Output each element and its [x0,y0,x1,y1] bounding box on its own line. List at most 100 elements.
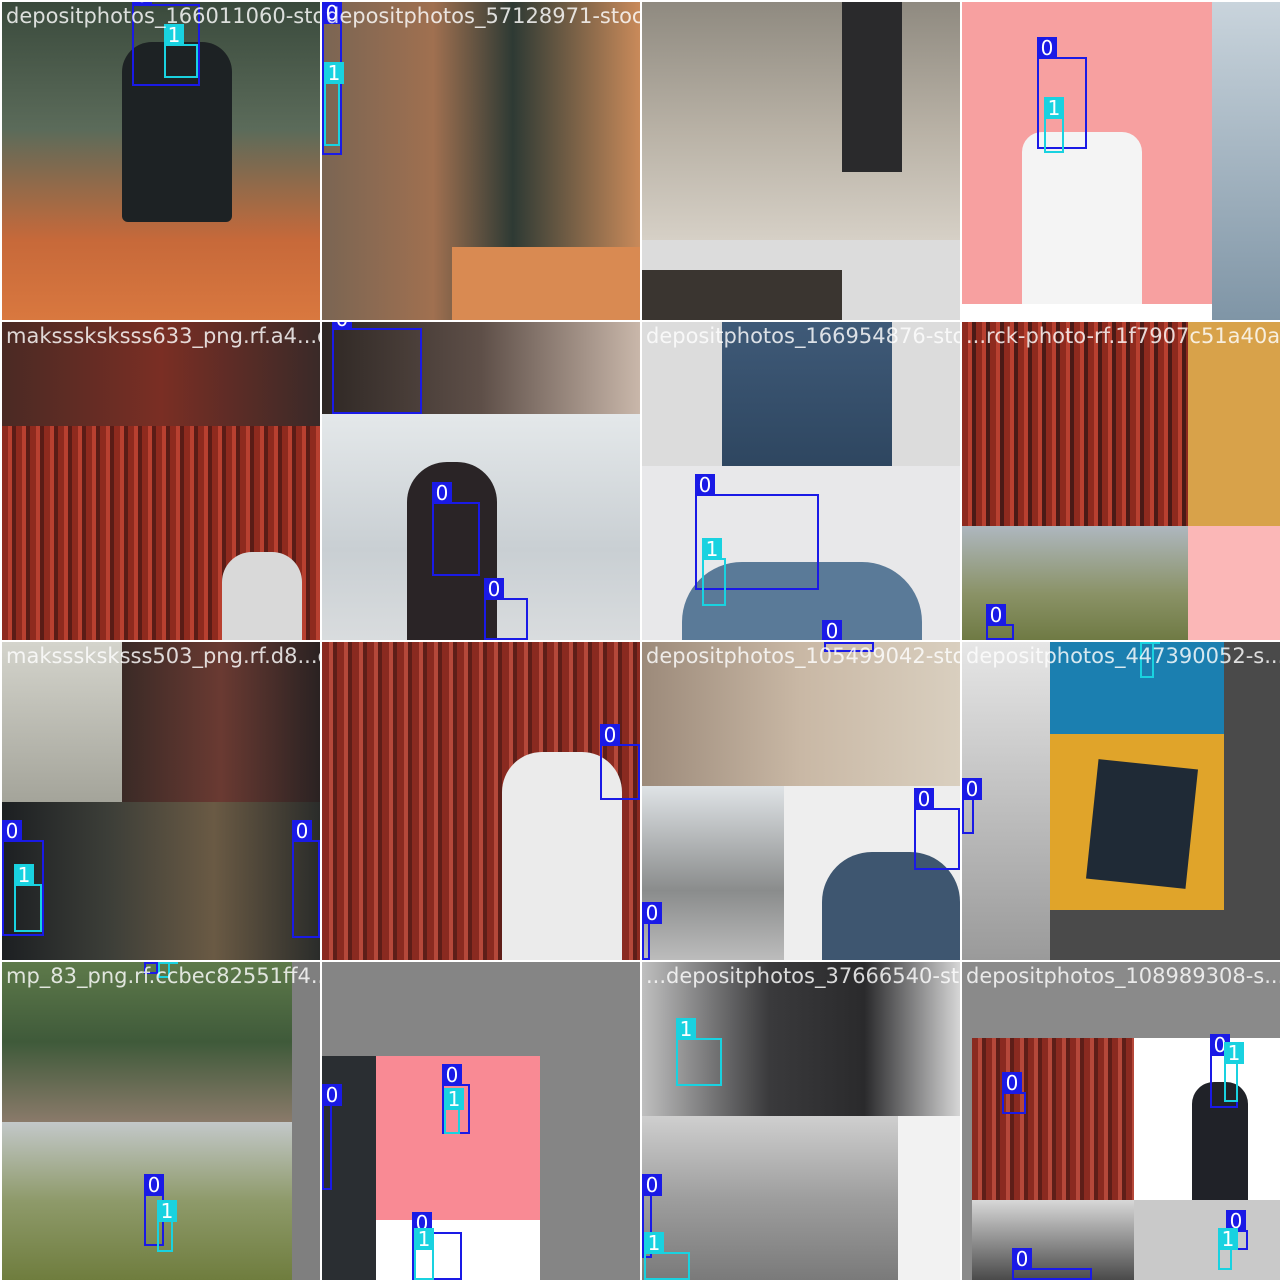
photo-panel [972,1200,1134,1280]
tile-filename-label: depositphotos_105499042-stock-photo-hand… [646,644,960,668]
bounding-box-class-1: 1 [702,538,726,606]
class-tag: 0 [442,1064,462,1086]
photo-panel [407,462,497,640]
class-tag: 1 [702,538,722,560]
photo-panel [2,1122,292,1280]
bounding-box-class-1: 1 [1218,1228,1238,1270]
photo-panel [842,2,902,172]
mosaic-tile: 1 0 1 ...depositphotos_37666540-stock-ph… [642,962,960,1280]
mosaic-tile [642,2,960,320]
bounding-box-class-0: 0 [600,724,640,800]
bounding-box-class-0: 0 [2,820,44,936]
class-tag: 0 [144,1174,164,1196]
bounding-box-class-0: 0 [1002,1072,1026,1114]
class-tag: 0 [292,820,312,842]
class-tag: 0 [432,482,452,504]
bounding-box-class-0: 0 [962,778,982,834]
class-tag: 1 [1224,1042,1244,1064]
mosaic-tile: 0 0 1 0 1 [322,962,640,1280]
photo-panel [122,42,232,222]
class-tag: 0 [322,2,342,24]
photo-panel [722,322,892,466]
bounding-box-class-1: 1 [164,24,198,78]
class-tag: 0 [332,322,352,330]
photo-panel [2,322,320,426]
class-tag: 0 [822,620,842,640]
class-tag: 0 [962,778,982,800]
mosaic-tile: 0 ...rck-photo-rf.1f7907c51a40a [962,322,1280,640]
class-tag: 0 [824,642,844,644]
photo-panel [642,642,960,786]
bounding-box-class-1: 1 [14,864,42,932]
bounding-box-class-0: 0 [484,578,528,640]
photo-panel [1188,322,1280,526]
photo-panel [1086,759,1198,889]
bounding-box-class-1: 1 [1140,642,1160,678]
bounding-box-class-0: 0 [986,604,1014,640]
photo-panel [1192,1082,1248,1200]
bounding-box-class-1: 1 [676,1018,722,1086]
class-tag: 0 [1037,37,1057,59]
class-tag: 0 [1012,1248,1032,1270]
class-tag: 1 [414,1228,434,1250]
class-tag: 0 [322,1084,342,1106]
photo-panel [2,962,292,1122]
class-tag: 0 [642,902,662,924]
mosaic-tile: 0 1 depositphotos_447390052-s... [962,642,1280,960]
bounding-box-class-0: 0 [432,482,480,576]
class-tag: 0 [986,604,1006,626]
bounding-box-class-0: 0 [695,474,819,590]
bounding-box-class-1: 1 [324,62,344,146]
bounding-box-class-0: 0 [132,2,200,86]
class-tag: 0 [1002,1072,1022,1094]
mosaic-tile: 0 [322,642,640,960]
bounding-box-class-0: 0 [824,642,874,652]
bounding-box-class-0: 0 [914,788,960,870]
tile-filename-label: depositphotos_57128971-stock-photo-man [326,4,640,28]
bounding-box-class-0: 0 [144,962,164,974]
photo-panel [222,552,302,640]
bounding-box-class-1: 1 [1224,1042,1244,1102]
photo-panel [822,852,960,960]
bounding-box-class-1: 1 [1044,97,1064,153]
mosaic-tile: 0 1 0 depositphotos_166954876-stock-phot… [642,322,960,640]
photo-panel [1050,642,1224,734]
mosaic-tile: 0 1 depositphotos_166011060-stock-photo-… [2,2,320,320]
class-tag: 1 [1140,642,1160,644]
bounding-box-class-0: 0 [1012,1248,1092,1280]
bounding-box-class-0: 0 [642,902,662,960]
bounding-box-class-1: 1 [157,1200,177,1252]
photo-panel [376,1220,540,1280]
photo-panel [1212,2,1280,320]
bounding-box-class-1: 1 [414,1228,434,1280]
bounding-box-class-0: 0 [322,1084,342,1190]
mosaic-tile: 0 1 [962,2,1280,320]
tile-filename-label: depositphotos_166011060-stock-photo-man_… [6,4,320,28]
class-tag: 1 [1218,1228,1238,1250]
class-tag: 1 [676,1018,696,1040]
photo-panel [2,802,320,960]
class-tag: 0 [914,788,934,810]
photo-panel [1188,526,1280,640]
class-tag: 1 [164,24,184,46]
tile-filename-label: mp_83_png.rf.ccbec82551ff4...makssskskss… [6,964,320,988]
class-tag: 0 [600,724,620,746]
class-tag: 1 [644,1232,664,1254]
class-tag: 1 [1044,97,1064,119]
bounding-box-class-0: 0 [322,2,342,155]
photo-panel [2,642,122,802]
class-tag: 1 [444,1088,464,1110]
tile-filename-label: depositphotos_108989308-s... [966,964,1280,988]
mosaic-tile: 0 0 0 [322,322,640,640]
tile-filename-label: ...rck-photo-rf.1f7907c51a40a [966,324,1280,348]
photo-panel [502,752,622,960]
class-tag: 0 [132,2,152,6]
bounding-box-class-0: 0 [292,820,320,938]
class-tag: 1 [324,62,344,84]
photo-panel [642,270,842,320]
tile-filename-label: maksssksksss503_png.rf.d8...depositphoto… [6,644,320,668]
photo-panel [898,1116,960,1280]
bounding-box-class-0: 0 [642,1174,662,1258]
mosaic-tile: 0 0 1 0 0 1 depositphotos_108989308-s... [962,962,1280,1280]
